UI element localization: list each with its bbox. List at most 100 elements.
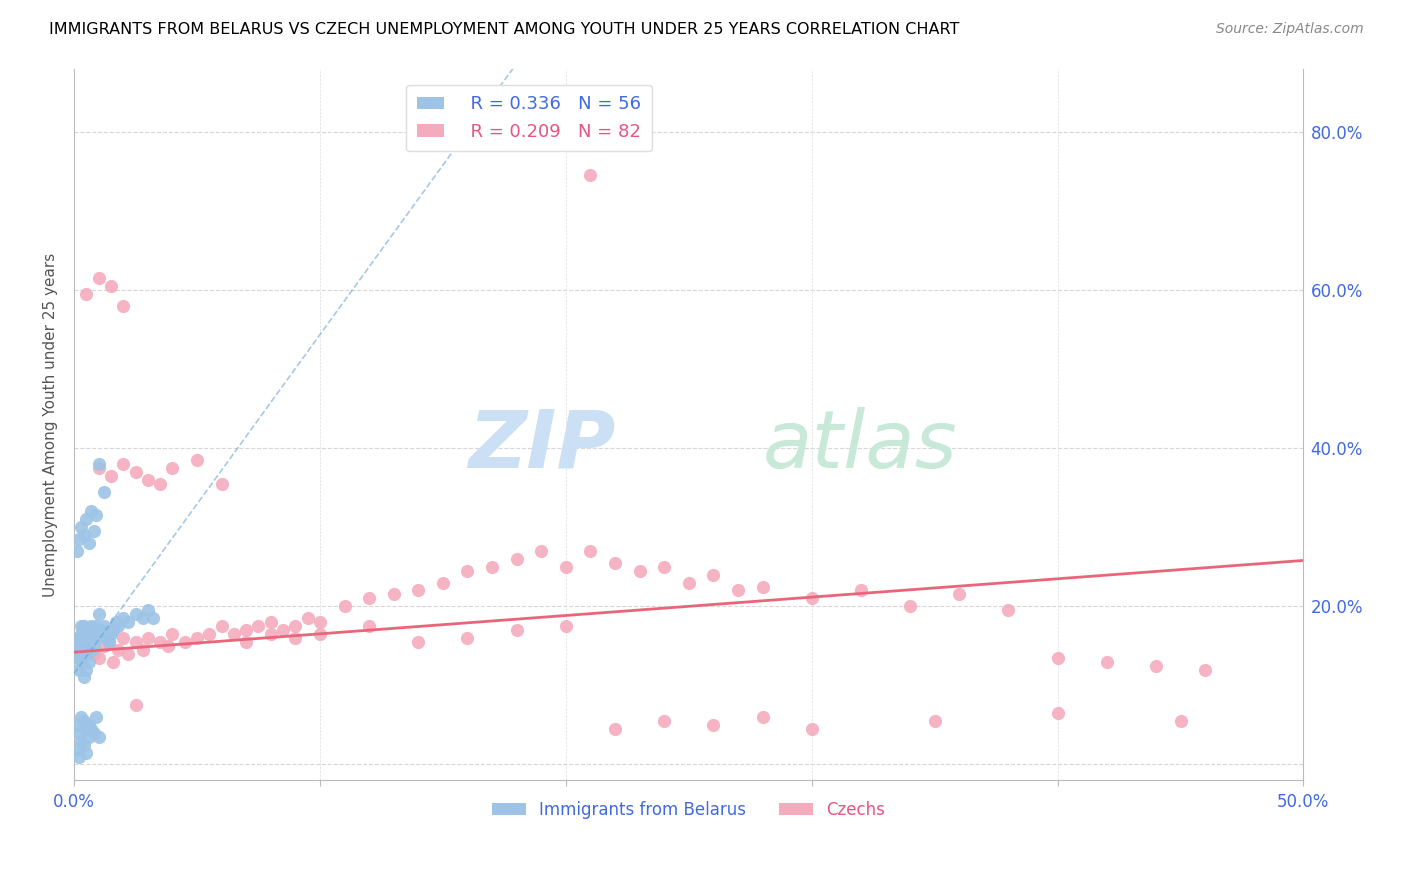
Point (603, 556, 626, 570)
Point (136, 603, 159, 617)
Point (97, 635, 120, 649)
Point (77, 655, 100, 669)
Point (65, 718, 87, 732)
Point (70, 733, 93, 747)
Point (80, 619, 103, 633)
Point (162, 627, 184, 641)
Point (87, 607, 110, 622)
Point (235, 635, 257, 649)
Point (132, 642, 155, 657)
Point (97, 635, 120, 649)
Point (90, 623, 112, 637)
Point (1170, 714, 1192, 728)
Point (103, 655, 125, 669)
Point (1046, 706, 1069, 720)
Point (73, 619, 96, 633)
Point (800, 722, 823, 736)
Point (70, 627, 93, 641)
Point (83, 647, 105, 661)
Point (87, 627, 110, 641)
Point (83, 726, 105, 740)
Point (1095, 655, 1118, 669)
Point (124, 607, 146, 622)
Point (481, 559, 503, 574)
Point (73, 738, 96, 752)
Point (83, 524, 105, 538)
Point (107, 619, 129, 633)
Point (849, 583, 872, 598)
Point (554, 619, 576, 633)
Point (87, 461, 110, 475)
Point (924, 714, 946, 728)
Point (1194, 663, 1216, 677)
Point (84, 508, 107, 523)
Point (67, 726, 90, 740)
Point (505, 623, 527, 637)
Point (70, 635, 93, 649)
Point (100, 279, 122, 293)
Point (124, 635, 146, 649)
Point (75, 663, 97, 677)
Point (87, 271, 110, 285)
Point (652, 559, 675, 574)
Point (456, 631, 478, 645)
Point (260, 615, 283, 629)
Point (87, 457, 110, 471)
Text: atlas: atlas (762, 407, 957, 484)
Point (67, 631, 90, 645)
Point (554, 559, 576, 574)
Point (408, 635, 430, 649)
Point (727, 583, 749, 598)
Point (67, 532, 90, 546)
Point (751, 710, 773, 724)
Point (898, 599, 921, 614)
Point (222, 627, 245, 641)
Point (603, 722, 626, 736)
Point (284, 619, 307, 633)
Point (70, 619, 93, 633)
Point (382, 587, 405, 601)
Point (77, 718, 100, 732)
Point (80, 722, 103, 736)
Point (100, 468, 122, 483)
Point (87, 730, 110, 744)
Point (70, 710, 93, 724)
Point (186, 453, 208, 467)
Point (149, 635, 172, 649)
Point (247, 619, 270, 633)
Point (73, 528, 96, 542)
Point (80, 631, 103, 645)
Point (505, 552, 527, 566)
Point (65, 635, 87, 649)
Text: IMMIGRANTS FROM BELARUS VS CZECH UNEMPLOYMENT AMONG YOUTH UNDER 25 YEARS CORRELA: IMMIGRANTS FROM BELARUS VS CZECH UNEMPLO… (49, 22, 959, 37)
Point (112, 457, 135, 471)
Point (1046, 650, 1069, 665)
Point (87, 650, 110, 665)
Point (112, 631, 135, 645)
Point (117, 615, 139, 629)
Point (530, 544, 553, 558)
Point (100, 627, 122, 641)
Point (162, 461, 184, 475)
Point (678, 575, 700, 590)
Point (800, 591, 823, 606)
Point (702, 718, 724, 732)
Point (284, 631, 307, 645)
Point (75, 287, 97, 301)
Point (84, 619, 107, 633)
Point (156, 639, 179, 653)
Point (456, 564, 478, 578)
Point (75, 746, 97, 760)
Point (94, 631, 117, 645)
Point (84, 710, 107, 724)
Point (112, 611, 135, 625)
Point (297, 611, 319, 625)
Point (77, 730, 100, 744)
Point (235, 623, 257, 637)
Point (948, 587, 970, 601)
Point (652, 714, 675, 728)
Point (73, 631, 96, 645)
Point (997, 603, 1019, 617)
Point (84, 631, 107, 645)
Point (117, 647, 139, 661)
